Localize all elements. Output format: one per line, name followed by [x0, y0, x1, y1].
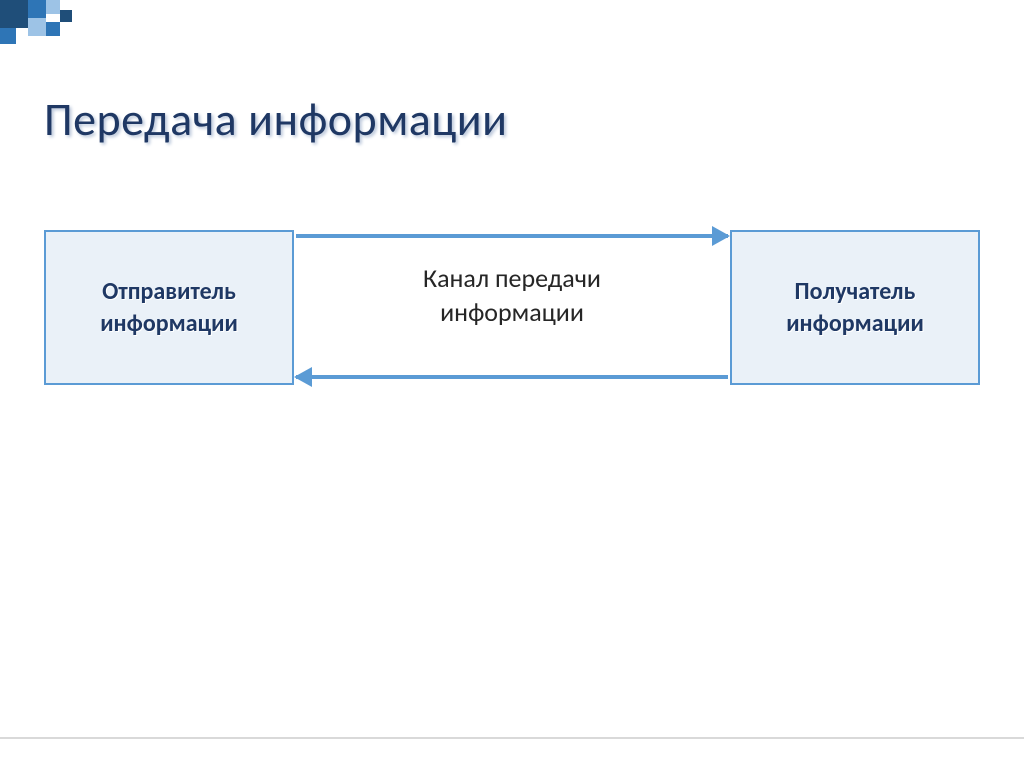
flowchart: Отправитель информации Получатель информ… — [44, 230, 980, 430]
pixel-block — [46, 0, 60, 14]
page-title: Передача информации — [44, 92, 507, 148]
node-receiver: Получатель информации — [730, 230, 980, 385]
pixel-block — [46, 22, 60, 36]
arrow-left — [296, 375, 728, 379]
node-sender-label: Отправитель информации — [100, 276, 238, 338]
footer-divider — [0, 737, 1024, 739]
node-receiver-label: Получатель информации — [786, 276, 924, 338]
arrow-line — [296, 375, 728, 379]
pixel-block — [0, 0, 28, 28]
arrow-line — [296, 234, 728, 238]
arrow-right — [296, 234, 728, 238]
edge-label: Канал передачи информации — [364, 262, 660, 330]
pixel-block — [28, 18, 46, 36]
arrow-head-icon — [712, 226, 730, 246]
pixel-block — [60, 10, 72, 22]
pixel-block — [28, 0, 46, 18]
node-sender: Отправитель информации — [44, 230, 294, 385]
pixel-block — [0, 28, 16, 44]
arrow-head-icon — [294, 367, 312, 387]
corner-decoration — [0, 0, 100, 60]
